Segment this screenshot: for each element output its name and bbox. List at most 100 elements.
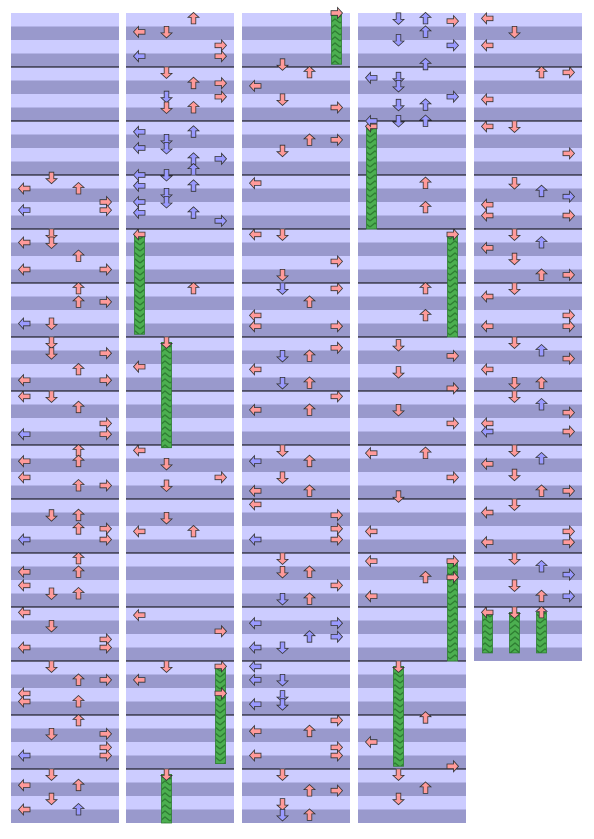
beat-stripe: [126, 485, 234, 499]
beat-stripe: [474, 26, 582, 40]
down-arrow-icon: [44, 317, 59, 331]
beat-stripe: [11, 283, 119, 297]
beat-stripe: [358, 661, 466, 675]
beat-stripe: [11, 107, 119, 121]
up-arrow-icon: [534, 376, 549, 389]
down-arrow-icon: [159, 512, 174, 525]
right-arrow-icon: [446, 349, 460, 363]
beat-stripe: [242, 688, 350, 702]
beat-stripe: [474, 350, 582, 364]
hold-head-arrow: [507, 606, 522, 619]
beat-stripe: [11, 661, 119, 675]
left-arrow-icon: [132, 206, 146, 220]
right-arrow-icon: [330, 748, 344, 763]
down-arrow-icon: [275, 144, 290, 158]
beat-stripe: [358, 310, 466, 324]
beat-stripe: [11, 553, 119, 567]
right-arrow-icon: [562, 484, 576, 498]
up-arrow-icon: [186, 206, 201, 219]
beat-stripe: [11, 458, 119, 472]
up-arrow-icon: [186, 179, 201, 192]
right-arrow-icon: [214, 90, 228, 104]
beat-stripe: [126, 13, 234, 27]
beat-stripe: [126, 40, 234, 54]
up-arrow-icon: [418, 781, 433, 794]
left-arrow-icon: [17, 181, 31, 196]
up-arrow-icon: [418, 11, 433, 25]
up-arrow-icon: [418, 281, 433, 295]
down-arrow-icon: [44, 620, 59, 633]
left-arrow-icon: [248, 616, 262, 630]
beat-stripe: [474, 188, 582, 202]
left-arrow-icon: [17, 373, 31, 387]
left-arrow-icon: [132, 179, 146, 193]
beat-stripe: [126, 688, 234, 702]
right-arrow-icon: [562, 208, 576, 223]
up-arrow-icon: [418, 446, 433, 460]
right-arrow-icon: [330, 319, 344, 333]
right-arrow-icon: [562, 535, 576, 549]
beat-stripe: [242, 539, 350, 553]
beat-stripe: [358, 364, 466, 378]
up-arrow-icon: [71, 586, 86, 600]
up-arrow-icon: [71, 362, 86, 376]
beat-stripe: [242, 782, 350, 796]
beat-stripe: [474, 647, 582, 661]
up-arrow-icon: [71, 454, 86, 468]
up-arrow-icon: [418, 98, 433, 111]
beat-stripe: [358, 472, 466, 486]
beat-stripe: [358, 188, 466, 202]
beat-stripe: [358, 742, 466, 756]
right-arrow-icon: [562, 424, 576, 439]
beat-stripe: [358, 80, 466, 94]
beat-stripe: [474, 80, 582, 94]
beat-stripe: [11, 526, 119, 540]
right-arrow-icon: [562, 589, 576, 603]
down-arrow-icon: [159, 90, 174, 104]
down-arrow-icon: [275, 471, 290, 484]
right-arrow-icon: [446, 759, 460, 773]
beat-stripe: [474, 445, 582, 459]
down-arrow-icon: [391, 34, 406, 47]
down-arrow-icon: [44, 768, 59, 781]
up-arrow-icon: [186, 11, 201, 25]
left-arrow-icon: [480, 241, 494, 255]
beat-stripe: [11, 607, 119, 621]
beat-stripe: [11, 742, 119, 756]
left-arrow-icon: [132, 673, 146, 687]
up-arrow-icon: [71, 551, 86, 565]
down-arrow-icon: [275, 674, 290, 687]
hold-note: [134, 233, 145, 335]
beat-stripe: [126, 391, 234, 405]
beat-stripe: [242, 431, 350, 445]
down-arrow-icon: [391, 366, 406, 379]
beat-stripe: [11, 674, 119, 688]
up-arrow-icon: [534, 343, 549, 357]
beat-stripe: [242, 269, 350, 283]
beat-stripe: [474, 634, 582, 648]
beat-stripe: [242, 323, 350, 337]
up-arrow-icon: [302, 349, 317, 362]
down-arrow-icon: [275, 93, 290, 106]
beat-stripe: [474, 593, 582, 607]
beat-stripe: [474, 620, 582, 634]
beat-stripe: [11, 755, 119, 769]
beat-stripe: [242, 634, 350, 648]
right-arrow-icon: [330, 281, 344, 295]
left-arrow-icon: [364, 446, 378, 460]
right-arrow-icon: [99, 478, 113, 493]
down-arrow-icon: [391, 792, 406, 806]
right-arrow-icon: [214, 686, 228, 700]
beat-stripe: [242, 107, 350, 121]
beat-stripe: [358, 782, 466, 796]
beat-stripe: [358, 499, 466, 513]
down-arrow-icon: [391, 71, 406, 85]
beat-stripe: [11, 796, 119, 810]
right-arrow-icon: [562, 65, 576, 79]
beat-stripe: [126, 242, 234, 256]
beat-stripe: [358, 256, 466, 270]
up-arrow-icon: [71, 249, 86, 262]
beat-stripe: [11, 431, 119, 445]
beat-stripe: [126, 755, 234, 769]
beat-stripe: [126, 512, 234, 526]
